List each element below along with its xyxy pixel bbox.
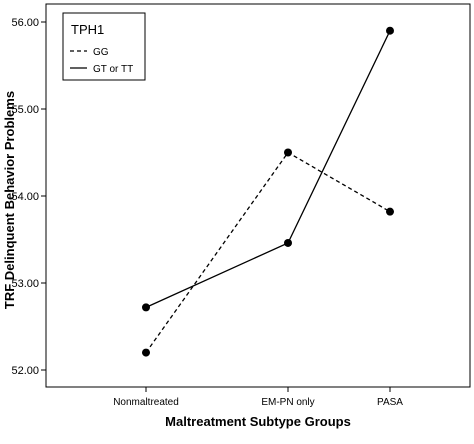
legend: TPH1 GG GT or TT bbox=[62, 12, 146, 81]
data-point-gg-1 bbox=[284, 148, 292, 157]
y-tick-label: 52.00 bbox=[11, 365, 39, 377]
x-axis: Nonmaltreated EM-PN only PASA bbox=[113, 387, 403, 408]
x-tick-label: PASA bbox=[377, 397, 403, 408]
x-tick-label: EM-PN only bbox=[261, 397, 314, 408]
y-axis-label: TRF Delinquent Behavior Problems bbox=[2, 91, 17, 309]
data-point-gt-tt-0 bbox=[142, 303, 150, 312]
data-point-gg-0 bbox=[142, 348, 150, 357]
y-tick-label: 53.00 bbox=[11, 278, 39, 290]
x-tick-label: Nonmaltreated bbox=[113, 397, 179, 408]
data-point-gt-tt-1 bbox=[284, 238, 292, 247]
legend-title: TPH1 bbox=[71, 22, 104, 37]
y-axis: 52.00 53.00 54.00 55.00 56.00 bbox=[11, 17, 46, 377]
legend-label-gt-tt: GT or TT bbox=[93, 64, 133, 75]
data-point-gt-tt-2 bbox=[386, 26, 394, 35]
y-tick-label: 56.00 bbox=[11, 17, 39, 29]
x-axis-label: Maltreatment Subtype Groups bbox=[165, 414, 351, 429]
legend-label-gg: GG bbox=[93, 47, 109, 58]
legend-box bbox=[62, 12, 146, 81]
data-point-gg-2 bbox=[386, 207, 394, 216]
series-layer bbox=[142, 26, 394, 357]
y-tick-label: 54.00 bbox=[11, 191, 39, 203]
y-tick-label: 55.00 bbox=[11, 104, 39, 116]
